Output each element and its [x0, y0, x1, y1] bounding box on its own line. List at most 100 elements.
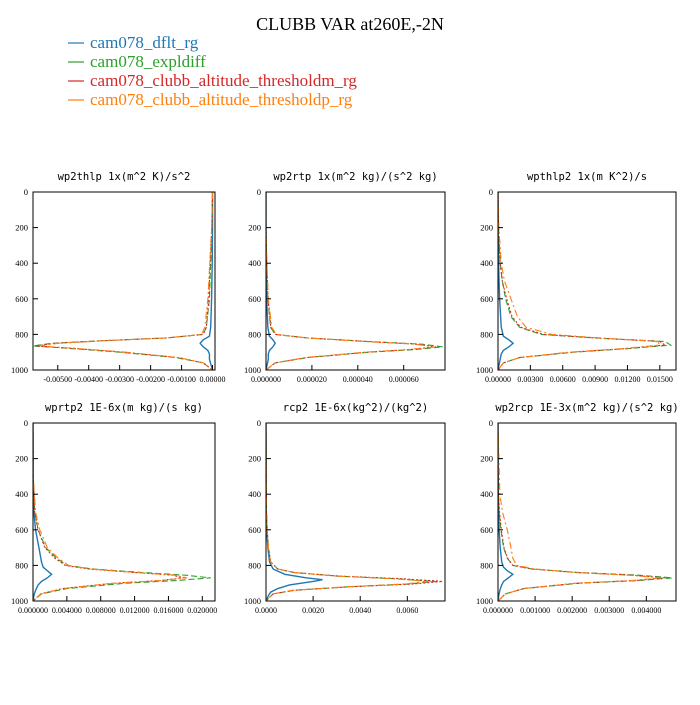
- x-tick-label: 0.00000: [200, 375, 226, 384]
- panel-title: wp2rtp 1x(m^2 kg)/(s^2 kg): [273, 171, 437, 183]
- x-tick-label: 0.00900: [582, 375, 608, 384]
- panel-4: wprtp2 1E-6x(m kg)/(s kg) 0 200 400 600 800 10…: [11, 402, 217, 615]
- panel-title: wp2thlp 1x(m^2 K)/s^2: [58, 171, 191, 183]
- y-tick-label: 400: [248, 258, 261, 268]
- legend-entry: cam078_clubb_altitude_thresholdm_rg: [68, 71, 357, 90]
- panel-title: wprtp2 1E-6x(m kg)/(s kg): [45, 402, 203, 414]
- x-tick-label: 0.00300: [517, 375, 543, 384]
- series-line-cam078_dflt_rg: [498, 423, 515, 601]
- y-tick-label: 1000: [11, 596, 28, 606]
- y-tick-label: 200: [248, 454, 261, 464]
- x-tick-label: 0.004000: [52, 606, 82, 615]
- y-tick-label: 1000: [244, 365, 261, 375]
- legend-label: cam078_expldiff: [90, 52, 206, 71]
- x-tick-label: 0.004000: [631, 606, 661, 615]
- series-line-cam078_clubb_altitude_thresholdp_rg: [498, 423, 662, 601]
- y-tick-label: 600: [15, 525, 28, 535]
- series-line-cam078_clubb_altitude_thresholdp_rg: [498, 192, 661, 370]
- y-tick-label: 800: [480, 329, 493, 339]
- x-tick-label: 0.020000: [187, 606, 217, 615]
- series-line-cam078_clubb_altitude_thresholdp_rg: [266, 423, 429, 601]
- y-tick-label: 600: [248, 525, 261, 535]
- series-line-cam078_expldiff: [498, 423, 673, 601]
- series-group: [266, 192, 443, 370]
- series-group: [498, 423, 673, 601]
- y-tick-label: 0: [24, 187, 28, 197]
- series-line-cam078_dflt_rg: [199, 192, 214, 370]
- x-tick-label: 0.012000: [120, 606, 150, 615]
- series-line-cam078_clubb_altitude_thresholdm_rg: [498, 192, 667, 370]
- series-line-cam078_expldiff: [266, 192, 443, 370]
- y-tick-label: 800: [15, 329, 28, 339]
- y-tick-label: 400: [480, 489, 493, 499]
- panel-5: rcp2 1E-6x(kg^2)/(kg^2) 0 200 400 600 800 1000…: [244, 402, 446, 615]
- x-tick-label: -0.00100: [167, 375, 196, 384]
- y-tick-label: 400: [15, 258, 28, 268]
- series-group: [498, 192, 673, 370]
- series-line-cam078_expldiff: [266, 423, 436, 601]
- x-tick-label: 0.000000: [18, 606, 48, 615]
- x-tick-label: 0.00600: [550, 375, 576, 384]
- plot-frame: [497, 422, 677, 602]
- y-tick-label: 200: [15, 223, 28, 233]
- y-tick-label: 200: [15, 454, 28, 464]
- plot-frame: [32, 191, 216, 371]
- y-tick-label: 1000: [11, 365, 28, 375]
- legend-label: cam078_clubb_altitude_thresholdp_rg: [90, 90, 353, 109]
- panels: wp2thlp 1x(m^2 K)/s^2 0 200 400 600 800 1000 -0…: [11, 171, 679, 615]
- x-tick-label: 0.008000: [86, 606, 116, 615]
- y-tick-label: 400: [248, 489, 261, 499]
- plot-frame: [32, 422, 216, 602]
- y-tick-label: 0: [489, 187, 493, 197]
- y-tick-label: 200: [480, 454, 493, 464]
- series-line-cam078_dflt_rg: [33, 423, 53, 601]
- plot-frame: [497, 191, 677, 371]
- series-line-cam078_clubb_altitude_thresholdp_rg: [39, 192, 214, 370]
- x-tick-label: -0.00400: [74, 375, 103, 384]
- y-tick-label: 0: [257, 187, 261, 197]
- y-tick-label: 800: [248, 560, 261, 570]
- series-line-cam078_clubb_altitude_thresholdm_rg: [36, 192, 214, 370]
- plot-frame: [265, 191, 446, 371]
- panel-title: wp2rcp 1E-3x(m^2 kg)/(s^2 kg): [495, 402, 678, 414]
- panel-6: wp2rcp 1E-3x(m^2 kg)/(s^2 kg)0 200 400 600 8…: [476, 402, 679, 615]
- y-tick-label: 0: [489, 418, 493, 428]
- legend-entry: cam078_dflt_rg: [68, 33, 199, 52]
- series-line-cam078_expldiff: [33, 423, 211, 601]
- y-tick-label: 200: [248, 223, 261, 233]
- x-tick-label: -0.00500: [43, 375, 72, 384]
- figure-title: CLUBB VAR at260E,-2N: [256, 14, 444, 34]
- x-tick-label: 0.0060: [396, 606, 418, 615]
- x-tick-label: 0.001000: [520, 606, 550, 615]
- panel-title: wpthlp2 1x(m K^2)/s: [527, 171, 647, 183]
- x-tick-label: 0.000040: [343, 375, 373, 384]
- legend-label: cam078_dflt_rg: [90, 33, 199, 52]
- y-tick-label: 800: [248, 329, 261, 339]
- legend-entry: cam078_expldiff: [68, 52, 206, 71]
- y-tick-label: 600: [15, 294, 28, 304]
- x-tick-label: 0.01500: [647, 375, 673, 384]
- y-tick-label: 0: [24, 418, 28, 428]
- y-tick-label: 0: [257, 418, 261, 428]
- x-tick-label: 0.000020: [297, 375, 327, 384]
- series-line-cam078_expldiff: [33, 192, 214, 370]
- series-group: [33, 192, 214, 370]
- series-line-cam078_clubb_altitude_thresholdp_rg: [266, 192, 434, 370]
- series-group: [33, 423, 211, 601]
- x-tick-label: 0.000000: [483, 606, 513, 615]
- y-tick-label: 1000: [244, 596, 261, 606]
- series-line-cam078_clubb_altitude_thresholdm_rg: [33, 423, 184, 601]
- y-tick-label: 200: [480, 223, 493, 233]
- x-tick-label: 0.00000: [485, 375, 511, 384]
- x-tick-label: 0.000000: [251, 375, 281, 384]
- x-tick-label: 0.016000: [153, 606, 183, 615]
- panel-1: wp2thlp 1x(m^2 K)/s^2 0 200 400 600 800 1000 -0…: [11, 171, 226, 384]
- x-tick-label: -0.00200: [136, 375, 165, 384]
- x-tick-label: 0.0040: [349, 606, 371, 615]
- series-line-cam078_clubb_altitude_thresholdp_rg: [33, 423, 188, 601]
- y-tick-label: 800: [15, 560, 28, 570]
- y-tick-label: 600: [248, 294, 261, 304]
- y-tick-label: 400: [15, 489, 28, 499]
- y-tick-label: 1000: [476, 365, 493, 375]
